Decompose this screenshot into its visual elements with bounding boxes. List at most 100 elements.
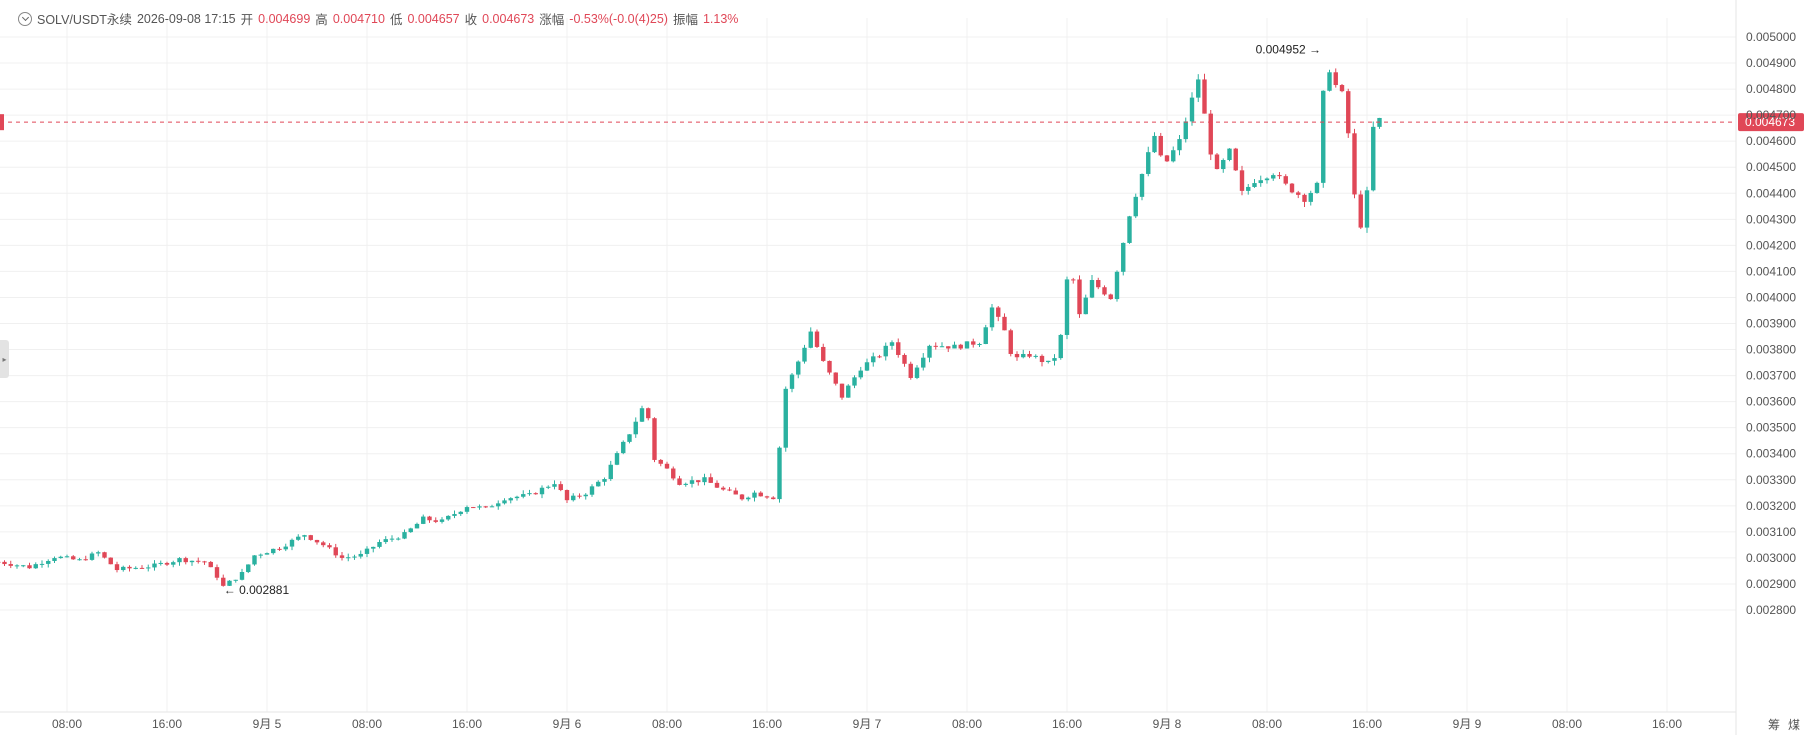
candle-body <box>152 564 156 568</box>
candle-body <box>709 477 713 483</box>
candle-body <box>115 564 119 570</box>
candle-body <box>1277 175 1281 176</box>
candle-body <box>521 494 525 497</box>
candle-body <box>1084 298 1088 315</box>
candle-body <box>240 572 244 580</box>
candle <box>384 536 388 544</box>
candle <box>1146 147 1150 177</box>
candle <box>940 342 944 347</box>
candle-body <box>315 540 319 542</box>
candle-body <box>102 552 106 557</box>
y-tick-label: 0.004600 <box>1746 134 1796 148</box>
candle <box>809 327 813 348</box>
candle <box>1359 191 1363 230</box>
price-axis[interactable]: 0.0050000.0049000.0048000.0047000.004600… <box>1746 30 1796 617</box>
candle <box>1302 194 1306 207</box>
candle <box>652 417 656 462</box>
candle-body <box>490 506 494 507</box>
candle <box>346 554 350 562</box>
side-panel-handle[interactable]: ▸ <box>0 340 9 378</box>
candle <box>177 557 181 566</box>
candle <box>865 359 869 371</box>
candle <box>190 560 194 565</box>
amplitude-label: 振幅 <box>673 9 698 28</box>
candle-body <box>27 565 31 568</box>
candle-body <box>1171 150 1175 161</box>
candle <box>252 555 256 566</box>
open-value: 0.004699 <box>258 12 310 26</box>
candle-body <box>1190 98 1194 122</box>
candle <box>509 497 513 503</box>
candle <box>965 341 969 348</box>
candle <box>565 489 569 503</box>
x-tick-label: 9月 9 <box>1453 717 1482 731</box>
candle <box>784 386 788 451</box>
candle-body <box>1059 335 1063 358</box>
candle-body <box>1296 192 1300 194</box>
candle-body <box>777 448 781 499</box>
candle <box>421 515 425 524</box>
candle <box>959 344 963 350</box>
candle <box>1046 361 1050 364</box>
candle-body <box>202 561 206 562</box>
candle <box>415 523 419 529</box>
candle-body <box>1290 184 1294 193</box>
candle-body <box>509 498 513 500</box>
candle-body <box>859 371 863 378</box>
candle <box>1334 68 1338 87</box>
candle <box>1215 153 1219 169</box>
candle-body <box>121 567 125 570</box>
candle-body <box>684 484 688 485</box>
x-tick-label: 9月 8 <box>1153 717 1182 731</box>
collapse-toggle-icon[interactable] <box>18 12 32 26</box>
y-tick-label: 0.004500 <box>1746 160 1796 174</box>
candle <box>1371 121 1375 191</box>
candle-body <box>896 342 900 355</box>
symbol-label[interactable]: SOLV/USDT永续 <box>37 9 132 28</box>
candle <box>1065 277 1069 340</box>
chip-button[interactable]: 筹 <box>1768 716 1780 733</box>
candle-body <box>1096 280 1100 287</box>
candle-body <box>871 356 875 362</box>
candle-body <box>640 408 644 422</box>
candle-body <box>177 558 181 562</box>
candle <box>721 486 725 491</box>
candle <box>1321 90 1325 188</box>
candle <box>746 497 750 502</box>
candle-body <box>140 568 144 569</box>
candle <box>596 480 600 486</box>
candle-body <box>290 540 294 547</box>
x-tick-label: 08:00 <box>352 717 382 731</box>
candle <box>315 540 319 545</box>
candle <box>1090 275 1094 298</box>
candle-body <box>390 539 394 540</box>
candle <box>1259 176 1263 187</box>
candle-body <box>940 346 944 347</box>
candle-body <box>552 484 556 487</box>
candle-body <box>915 368 919 378</box>
candle-body <box>559 484 563 490</box>
coal-button[interactable]: 煤 <box>1788 716 1800 733</box>
candle-body <box>1334 72 1338 85</box>
candle <box>40 560 44 567</box>
candle <box>290 539 294 551</box>
candle-body <box>834 373 838 384</box>
candle <box>390 535 394 542</box>
candle-body <box>821 347 825 361</box>
candle <box>640 406 644 422</box>
candle-body <box>1315 183 1319 193</box>
candle-body <box>852 377 856 385</box>
candle-body <box>34 564 38 568</box>
candle-body <box>84 559 88 560</box>
candle <box>134 566 138 569</box>
y-tick-label: 0.003800 <box>1746 343 1796 357</box>
candle <box>1221 158 1225 172</box>
candle <box>890 340 894 349</box>
candle-body <box>465 507 469 512</box>
candle-body <box>259 555 263 556</box>
candle <box>677 476 681 485</box>
chevron-right-icon: ▸ <box>2 355 6 364</box>
